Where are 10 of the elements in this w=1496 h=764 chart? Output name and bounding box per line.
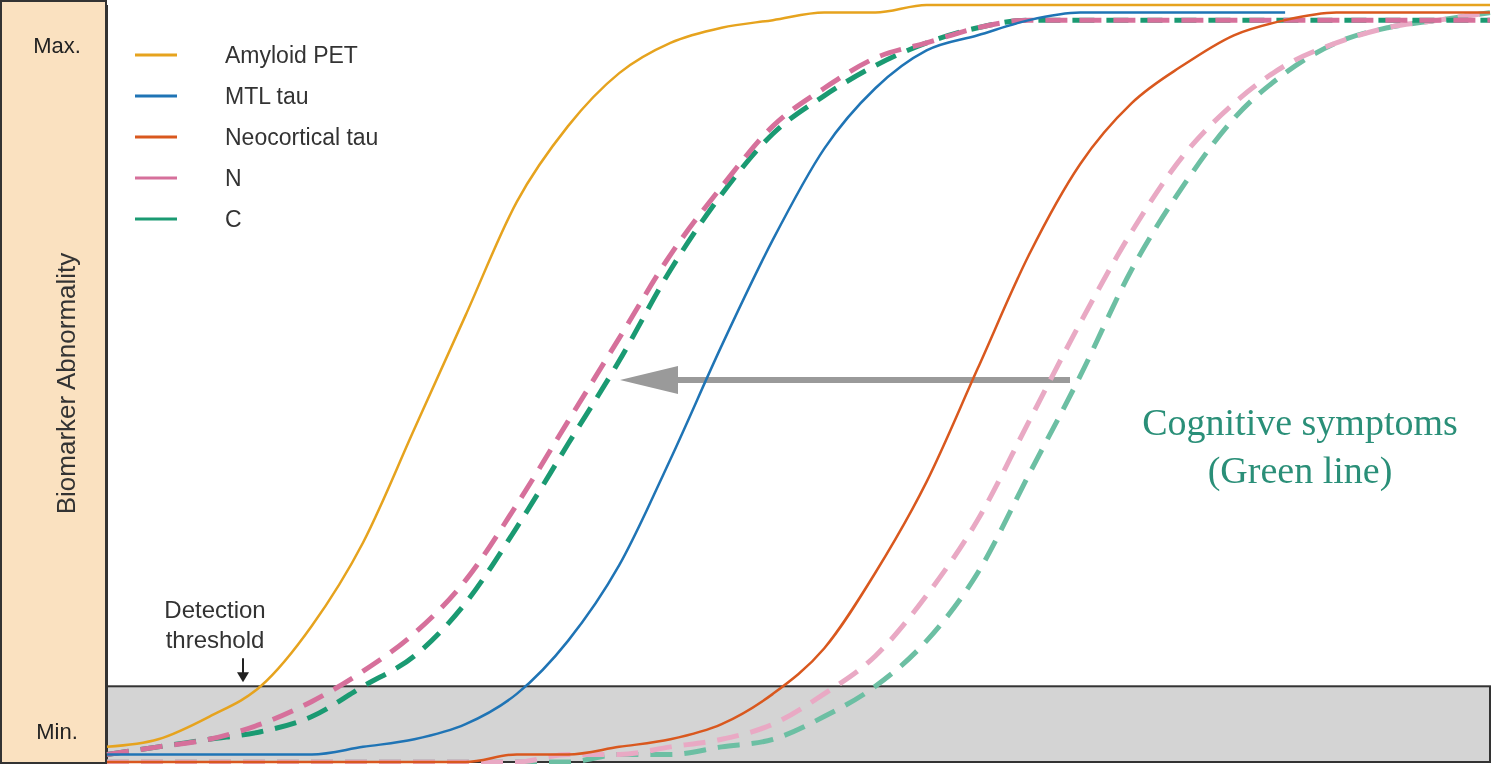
legend-label: Neocortical tau <box>225 124 379 150</box>
legend-label: C <box>225 206 242 232</box>
text: Min. <box>36 719 78 744</box>
annotation: Cognitive symptoms (Green line) <box>1142 401 1458 492</box>
legend-label: Amyloid PET <box>225 42 358 68</box>
y-axis-title: Biomarker Abnormality <box>51 252 81 515</box>
text: Max. <box>33 33 81 58</box>
band-label: Detection threshold <box>164 596 266 654</box>
legend-label: MTL tau <box>225 83 309 109</box>
legend-label: N <box>225 165 242 191</box>
